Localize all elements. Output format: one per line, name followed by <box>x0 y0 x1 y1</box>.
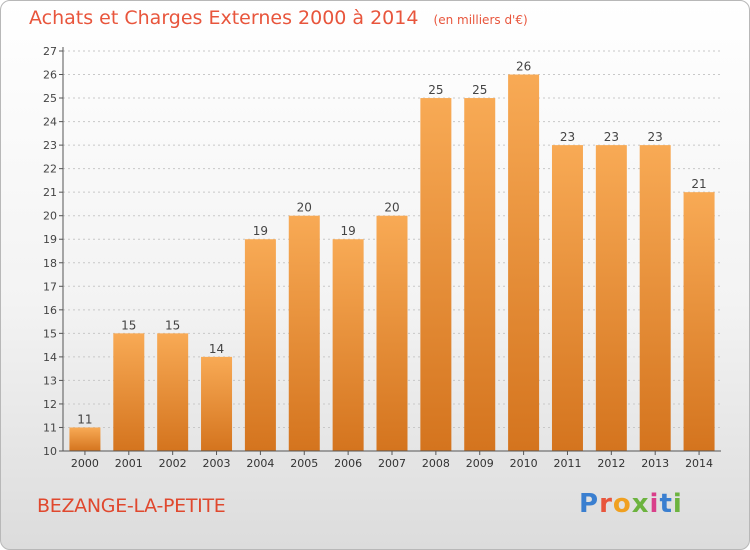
data-label: 19 <box>253 224 268 238</box>
y-tick-label: 25 <box>43 92 57 105</box>
logo-letter: i <box>672 489 683 519</box>
data-label: 15 <box>121 318 136 332</box>
y-tick-label: 12 <box>43 398 57 411</box>
data-label: 23 <box>648 130 663 144</box>
bar <box>420 98 452 451</box>
bar <box>201 356 233 451</box>
labels: 10 11 12 13 14 15 16 17 18 19 20 21 22 23 24 25 26 27 11 20… <box>43 45 713 470</box>
y-tick-label: 22 <box>43 163 57 176</box>
bar <box>595 145 627 451</box>
x-tick-label: 2012 <box>597 457 625 470</box>
x-tick-label: 2009 <box>466 457 494 470</box>
y-tick-label: 19 <box>43 233 57 246</box>
data-label: 14 <box>209 342 224 356</box>
chart-title: Achats et Charges Externes 2000 à 2014 <box>29 7 419 29</box>
data-label: 25 <box>472 83 487 97</box>
chart-header: Achats et Charges Externes 2000 à 2014 (… <box>29 7 528 29</box>
x-tick-label: 2010 <box>510 457 538 470</box>
bar <box>288 215 320 451</box>
y-tick-label: 14 <box>43 351 57 364</box>
x-tick-label: 2006 <box>334 457 362 470</box>
data-label: 21 <box>691 177 706 191</box>
x-tick-label: 2008 <box>422 457 450 470</box>
x-tick-label: 2003 <box>203 457 231 470</box>
y-tick-label: 24 <box>43 116 57 129</box>
x-tick-label: 2013 <box>641 457 669 470</box>
y-tick-label: 16 <box>43 304 57 317</box>
chart-subtitle: (en milliers d'€) <box>433 13 528 27</box>
y-tick-label: 10 <box>43 445 57 458</box>
logo-letter: x <box>631 489 650 519</box>
data-label: 20 <box>384 201 399 215</box>
data-label: 20 <box>297 201 312 215</box>
y-tick-label: 27 <box>43 45 57 58</box>
bars <box>69 74 715 452</box>
axes <box>59 47 721 455</box>
bar <box>113 333 145 451</box>
bar <box>69 427 101 451</box>
bar <box>683 192 715 452</box>
bar <box>332 239 364 451</box>
y-tick-label: 17 <box>43 280 57 293</box>
bar <box>376 215 408 451</box>
bar <box>464 98 496 451</box>
data-label: 23 <box>560 130 575 144</box>
data-label: 26 <box>516 60 531 74</box>
bar <box>508 74 540 451</box>
logo-letter: i <box>649 489 660 519</box>
data-label: 23 <box>604 130 619 144</box>
y-tick-label: 21 <box>43 186 57 199</box>
y-tick-label: 23 <box>43 139 57 152</box>
bar <box>639 145 671 451</box>
y-tick-label: 15 <box>43 327 57 340</box>
proxiti-logo: Proxiti <box>579 489 683 519</box>
y-tick-label: 13 <box>43 374 57 387</box>
data-label: 15 <box>165 318 180 332</box>
bar <box>551 145 583 451</box>
data-label: 11 <box>77 412 92 426</box>
y-tick-label: 26 <box>43 69 57 82</box>
logo-letter: r <box>599 489 613 519</box>
x-tick-label: 2011 <box>553 457 581 470</box>
x-tick-label: 2004 <box>246 457 274 470</box>
y-tick-label: 11 <box>43 421 57 434</box>
x-tick-label: 2001 <box>115 457 143 470</box>
town-name: BEZANGE-LA-PETITE <box>37 495 226 517</box>
x-tick-label: 2000 <box>71 457 99 470</box>
bar <box>244 239 276 451</box>
x-tick-label: 2002 <box>159 457 187 470</box>
x-tick-label: 2014 <box>685 457 713 470</box>
x-tick-label: 2007 <box>378 457 406 470</box>
logo-letter: t <box>659 489 673 519</box>
bar <box>157 333 189 451</box>
logo-letter: o <box>612 489 632 519</box>
logo-letter: P <box>579 489 600 519</box>
data-label: 19 <box>340 224 355 238</box>
y-tick-label: 18 <box>43 257 57 270</box>
x-tick-label: 2005 <box>290 457 318 470</box>
data-label: 25 <box>428 83 443 97</box>
y-tick-label: 20 <box>43 210 57 223</box>
